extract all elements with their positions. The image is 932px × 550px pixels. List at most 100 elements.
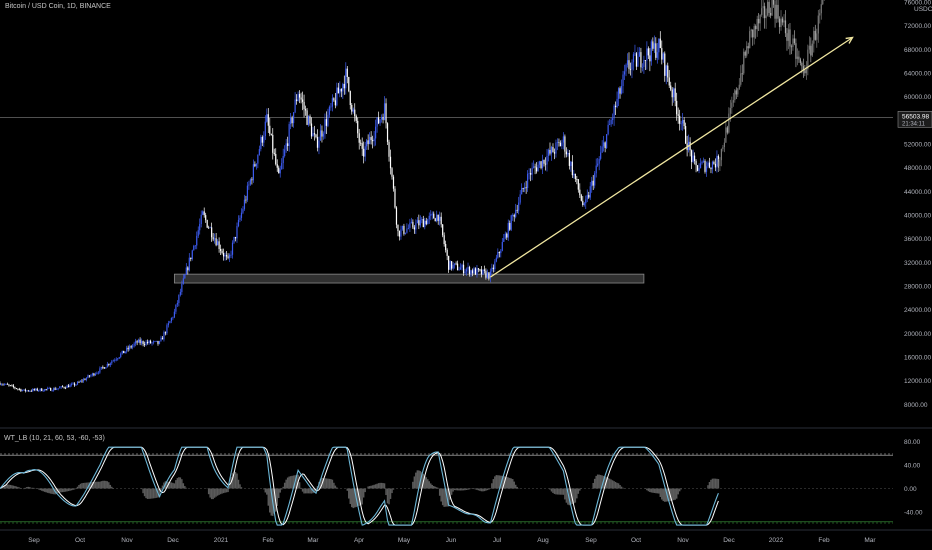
candle-body (600, 152, 602, 159)
candle-body (240, 212, 243, 218)
candle-body (711, 161, 714, 170)
candle-body (568, 152, 570, 166)
candle-body (689, 141, 691, 151)
candle-body (151, 342, 153, 344)
candle-body (178, 294, 180, 304)
candle-body (278, 167, 280, 174)
candle-body (714, 163, 717, 168)
price-badge (897, 111, 932, 128)
candle-body (480, 269, 483, 275)
candle-body (796, 56, 799, 59)
candle-body (205, 215, 207, 221)
candle-body (524, 187, 526, 189)
candle-body (352, 109, 354, 112)
candle-body (570, 161, 572, 166)
candle-body (597, 163, 599, 166)
candle-body (149, 340, 152, 344)
candle-body (30, 390, 32, 392)
candle-body (146, 341, 149, 344)
candle-body (433, 213, 435, 219)
price-tick-label: 68000.00 (904, 47, 931, 54)
candle-body (403, 225, 405, 234)
candle-body (391, 168, 393, 177)
candle-body (620, 85, 623, 94)
candle-body (93, 373, 95, 376)
candle-body (108, 363, 110, 365)
candle-body (546, 155, 548, 165)
candle-body (495, 257, 497, 262)
candle-body (787, 29, 790, 41)
candle-body (428, 215, 430, 220)
candle-body (294, 99, 296, 113)
candle-body (126, 347, 128, 352)
candle-body (243, 199, 246, 210)
price-pane[interactable] (0, 0, 893, 393)
candle-body (8, 384, 10, 386)
wt-line-1 (0, 446, 719, 526)
time-tick-label: Feb (262, 537, 274, 544)
candle-body (640, 52, 642, 68)
candle-body (106, 363, 108, 368)
candle-body (695, 161, 697, 166)
candle-body (304, 109, 307, 111)
candle-body (306, 110, 308, 125)
candle-body (649, 55, 651, 62)
candle-body (583, 203, 585, 206)
candle-body (255, 163, 257, 167)
candle-body (527, 173, 529, 188)
price-tick-label: 52000.00 (904, 141, 931, 148)
candle-body (431, 213, 433, 215)
price-tick-label: 12000.00 (904, 378, 931, 385)
time-tick-label: Oct (75, 537, 85, 544)
candle-body (644, 60, 646, 61)
candle-body (658, 38, 660, 53)
candle-body (340, 88, 342, 92)
candle-body (319, 130, 322, 141)
price-candles (0, 31, 720, 393)
candle-body (693, 155, 696, 162)
time-tick-label: 2022 (769, 537, 784, 544)
candle-body (500, 250, 502, 254)
candle-body (491, 267, 493, 272)
candle-body (17, 388, 19, 390)
candle-body (376, 117, 378, 127)
candle-body (507, 222, 509, 238)
candle-body (193, 246, 195, 251)
indicator-pane[interactable] (0, 446, 893, 526)
candle-body (589, 186, 591, 198)
candle-body (202, 211, 204, 215)
candle-body (14, 387, 16, 389)
candle-body (567, 152, 569, 155)
candle-body (767, 1, 769, 16)
candle-body (544, 163, 547, 165)
candle-body (123, 350, 125, 354)
candle-body (780, 18, 782, 28)
candle-body (670, 85, 672, 90)
candle-body (690, 150, 693, 162)
candle-body (20, 389, 22, 392)
price-tick-label: 76000.00 (904, 0, 931, 7)
candle-body (63, 387, 65, 388)
candle-body (497, 252, 499, 258)
candle-body (160, 337, 162, 342)
candle-body (752, 29, 754, 38)
candle-body (671, 89, 673, 98)
candle-body (76, 381, 79, 385)
candle-body (501, 241, 503, 251)
candle-body (267, 114, 269, 126)
candle-body (822, 0, 824, 5)
candle-body (184, 274, 186, 279)
candle-body (64, 387, 67, 389)
candle-body (214, 238, 216, 240)
candle-body (282, 155, 284, 164)
time-tick-label: Dec (167, 537, 179, 544)
candle-body (307, 116, 310, 125)
candle-body (342, 83, 344, 92)
candle-body (580, 195, 582, 201)
candle-body (163, 332, 165, 340)
candle-body (716, 155, 718, 168)
candle-body (424, 220, 426, 228)
candle-body (510, 215, 512, 230)
candle-body (565, 151, 567, 155)
